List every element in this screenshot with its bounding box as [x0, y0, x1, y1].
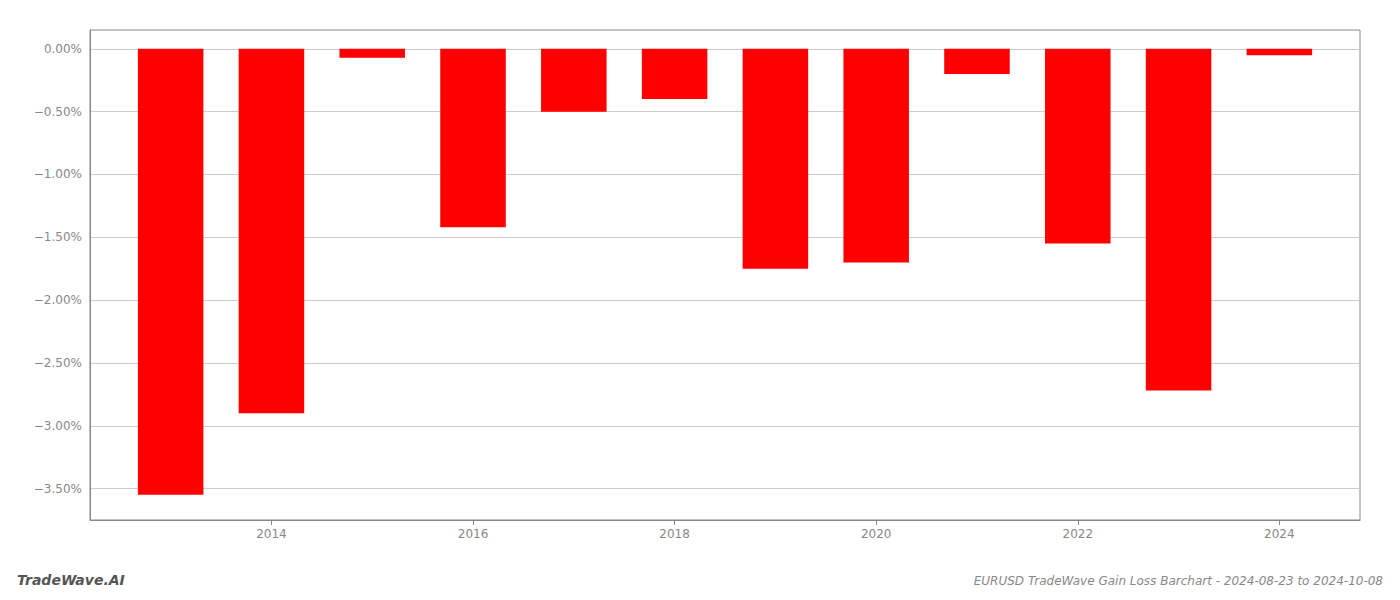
- svg-text:−2.50%: −2.50%: [34, 356, 82, 370]
- svg-text:2020: 2020: [861, 527, 892, 541]
- svg-text:−0.50%: −0.50%: [34, 105, 82, 119]
- svg-text:−3.50%: −3.50%: [34, 482, 82, 496]
- svg-text:−3.00%: −3.00%: [34, 419, 82, 433]
- svg-text:EURUSD TradeWave Gain Loss Bar: EURUSD TradeWave Gain Loss Barchart - 20…: [974, 574, 1384, 588]
- svg-text:2018: 2018: [659, 527, 690, 541]
- svg-text:2014: 2014: [256, 527, 287, 541]
- svg-text:2024: 2024: [1264, 527, 1295, 541]
- svg-text:2022: 2022: [1063, 527, 1094, 541]
- svg-text:2016: 2016: [458, 527, 489, 541]
- svg-text:−2.00%: −2.00%: [34, 293, 82, 307]
- svg-text:−1.00%: −1.00%: [34, 167, 82, 181]
- svg-text:0.00%: 0.00%: [44, 42, 82, 56]
- svg-text:−1.50%: −1.50%: [34, 230, 82, 244]
- svg-text:TradeWave.AI: TradeWave.AI: [17, 572, 125, 588]
